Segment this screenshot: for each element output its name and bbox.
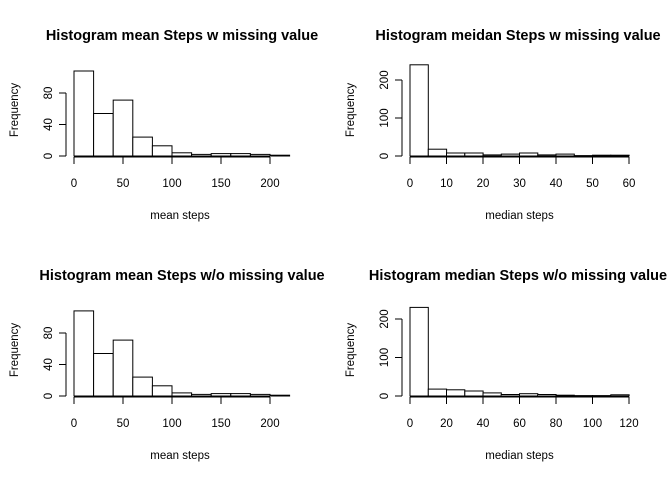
chart-title: Histogram meidan Steps w missing value xyxy=(375,28,660,44)
y-axis-label: Frequency xyxy=(9,323,21,378)
histogram-bar xyxy=(446,152,466,157)
chart-title: Histogram median Steps w/o missing value xyxy=(369,268,667,284)
histogram-bar xyxy=(464,390,484,397)
histogram-bar xyxy=(132,136,153,157)
x-axis-label: mean steps xyxy=(150,450,210,462)
y-tick-label: 40 xyxy=(43,118,55,131)
histogram-bar xyxy=(409,64,429,157)
histogram-bar xyxy=(537,154,557,157)
histogram-panel: 0 50 100 150 200 0 40 80 Histogram mean Steps w … xyxy=(9,28,318,222)
x-tick-label: 20 xyxy=(440,418,453,430)
y-axis-label: Frequency xyxy=(345,323,357,378)
histogram-bar xyxy=(93,113,114,157)
histogram-bar xyxy=(537,394,557,397)
histogram-panel: 0 10 20 30 40 50 60 0 100 200 Histogram meidan Ste… xyxy=(345,28,661,222)
histogram-bar xyxy=(427,148,448,157)
y-tick-label: 40 xyxy=(43,358,55,371)
y-axis-label: Frequency xyxy=(345,83,357,138)
x-tick-label: 100 xyxy=(162,178,181,190)
y-tick-label: 100 xyxy=(379,348,391,367)
x-tick-label: 60 xyxy=(513,418,526,430)
histogram-bar xyxy=(73,70,95,157)
y-tick-label: 80 xyxy=(43,327,55,340)
x-tick-label: 50 xyxy=(117,418,130,430)
y-tick-label: 0 xyxy=(43,393,55,399)
histogram-bar xyxy=(230,153,251,157)
x-tick-label: 100 xyxy=(583,418,602,430)
histogram-bar xyxy=(592,154,612,157)
histogram-bar xyxy=(210,393,232,397)
x-tick-label: 10 xyxy=(440,178,453,190)
y-tick-label: 100 xyxy=(379,108,391,127)
y-tick-label: 80 xyxy=(43,87,55,100)
histogram-bar xyxy=(171,392,193,397)
x-tick-label: 80 xyxy=(550,418,563,430)
histogram-panel: 0 20 40 60 80 100 120 0 100 200 Histogram median S… xyxy=(345,268,667,462)
y-axis-label: Frequency xyxy=(9,83,21,138)
histogram-bar xyxy=(191,393,212,397)
x-tick-label: 200 xyxy=(260,418,279,430)
histogram-bar xyxy=(151,385,173,397)
x-tick-label: 40 xyxy=(477,418,490,430)
x-tick-label: 50 xyxy=(586,178,599,190)
histogram-bar xyxy=(112,339,134,397)
x-axis-label: mean steps xyxy=(150,210,210,222)
histogram-bar xyxy=(519,152,539,157)
histogram-bar xyxy=(112,99,134,157)
y-tick-label: 0 xyxy=(43,153,55,159)
histogram-bar xyxy=(132,376,153,397)
x-tick-label: 30 xyxy=(513,178,526,190)
x-tick-label: 40 xyxy=(550,178,563,190)
histogram-bar xyxy=(482,392,502,397)
y-tick-label: 0 xyxy=(379,393,391,399)
x-tick-label: 0 xyxy=(407,418,413,430)
x-tick-label: 100 xyxy=(162,418,181,430)
histogram-bar xyxy=(230,393,251,397)
histogram-bar xyxy=(269,394,291,397)
histogram-bar xyxy=(249,393,271,397)
y-tick-label: 0 xyxy=(379,153,391,159)
x-tick-label: 0 xyxy=(71,418,77,430)
x-tick-label: 20 xyxy=(477,178,490,190)
histogram-bar xyxy=(555,153,575,157)
histogram-bar xyxy=(409,306,429,397)
histogram-bar xyxy=(610,154,630,157)
x-tick-label: 0 xyxy=(407,178,413,190)
x-tick-label: 120 xyxy=(619,418,638,430)
histogram-bar xyxy=(210,153,232,157)
x-axis-label: median steps xyxy=(485,210,554,222)
histogram-bar xyxy=(464,152,484,157)
y-tick-label: 200 xyxy=(379,70,391,89)
histogram-bar xyxy=(610,394,630,397)
x-tick-label: 150 xyxy=(211,178,230,190)
chart-title: Histogram mean Steps w/o missing value xyxy=(39,268,324,284)
x-tick-label: 50 xyxy=(117,178,130,190)
histogram-bar xyxy=(249,153,271,157)
histogram-bar xyxy=(446,389,466,397)
y-tick-label: 200 xyxy=(379,309,391,328)
histogram-bar xyxy=(93,353,114,397)
x-tick-label: 200 xyxy=(260,178,279,190)
histogram-bar xyxy=(73,310,95,397)
histogram-bar xyxy=(500,394,521,397)
histogram-bar xyxy=(519,393,539,397)
histogram-bar xyxy=(427,388,448,397)
chart-title: Histogram mean Steps w missing value xyxy=(46,28,318,44)
histogram-bar xyxy=(500,153,521,157)
histogram-panel: 0 50 100 150 200 0 40 80 Histogram mean Steps w/… xyxy=(9,268,325,462)
histogram-bar xyxy=(171,152,193,157)
histogram-bar xyxy=(151,145,173,157)
x-tick-label: 60 xyxy=(623,178,636,190)
x-tick-label: 0 xyxy=(71,178,77,190)
histogram-bar xyxy=(191,153,212,157)
x-tick-label: 150 xyxy=(211,418,230,430)
histogram-bar xyxy=(555,394,575,397)
histogram-bar xyxy=(269,154,291,157)
x-axis-label: median steps xyxy=(485,450,554,462)
histogram-bar xyxy=(482,154,502,157)
